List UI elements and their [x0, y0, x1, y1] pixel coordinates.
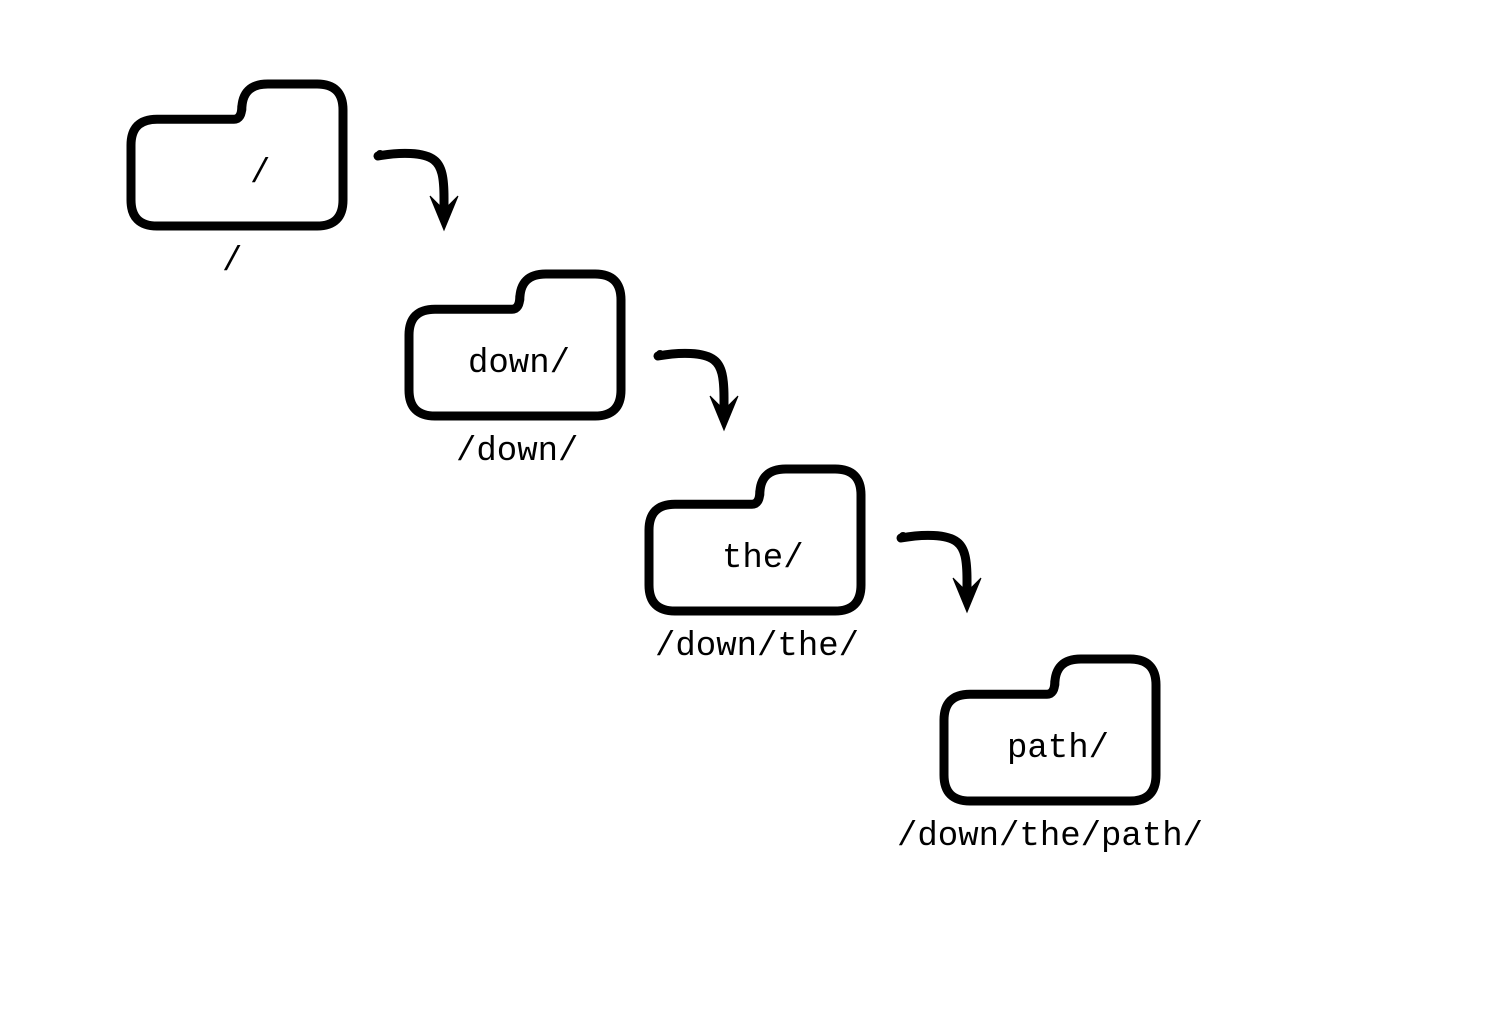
- folder-path: /: [222, 243, 242, 281]
- path-diagram: // down//down/ the//down/the/ path//down…: [0, 0, 1500, 1030]
- arrow-root-to-down: [372, 138, 467, 243]
- folder-node-path: path//down/the/path/: [935, 650, 1165, 810]
- arrow-the-to-path: [895, 520, 990, 625]
- folder-path: /down/the/path/: [897, 818, 1203, 856]
- folder-label: path/: [1007, 730, 1109, 768]
- folder-path: /down/the/: [655, 628, 859, 666]
- folder-node-root: //: [122, 75, 352, 235]
- folder-label: /: [250, 155, 270, 193]
- folder-label: the/: [722, 540, 804, 578]
- folder-node-down: down//down/: [400, 265, 630, 425]
- folder-label: down/: [468, 345, 570, 383]
- folder-path: /down/: [456, 433, 578, 471]
- folder-node-the: the//down/the/: [640, 460, 870, 620]
- arrow-down-to-the: [652, 338, 747, 443]
- folder-icon: [122, 75, 352, 235]
